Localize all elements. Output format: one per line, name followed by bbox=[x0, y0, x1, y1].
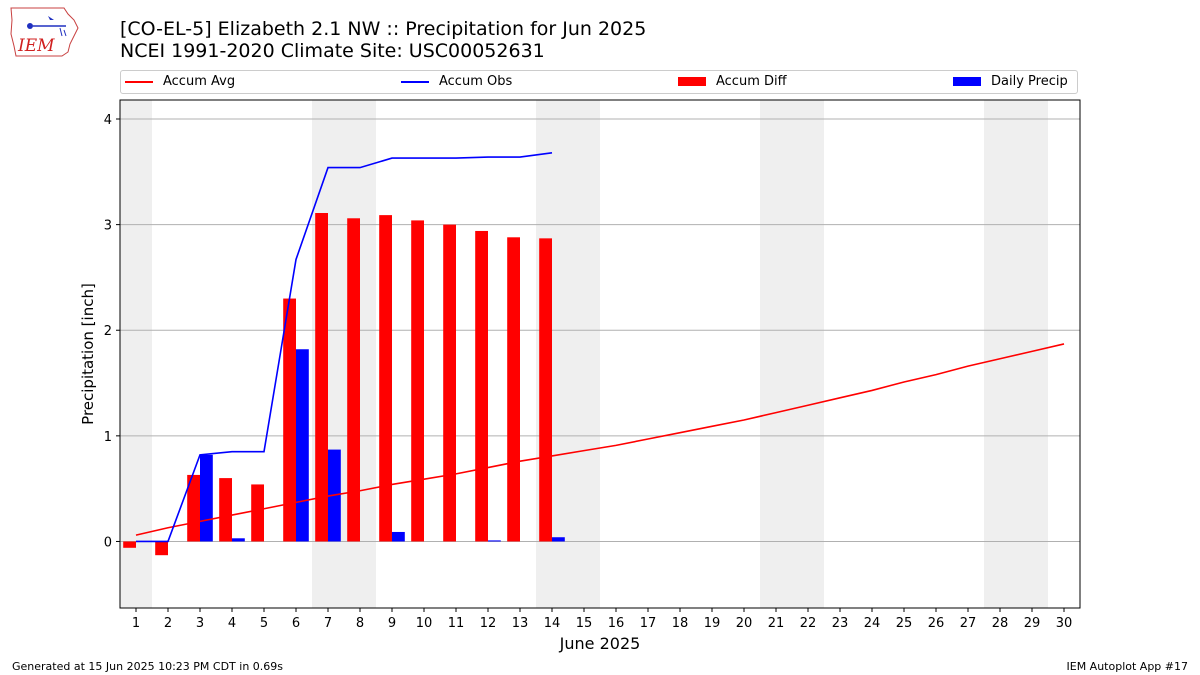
accum-diff-bar-9 bbox=[379, 215, 392, 542]
x-tick-label-2: 2 bbox=[164, 616, 172, 631]
legend-swatch-accum-diff bbox=[678, 77, 706, 86]
legend-label-accum-obs: Accum Obs bbox=[439, 74, 513, 89]
daily-precip-bar-14 bbox=[552, 537, 565, 542]
accum-diff-bar-4 bbox=[219, 478, 232, 542]
x-tick-label-7: 7 bbox=[324, 616, 332, 631]
x-axis-label: June 2025 bbox=[559, 634, 641, 653]
accum-diff-bar-3 bbox=[187, 474, 200, 542]
x-tick-label-21: 21 bbox=[768, 616, 785, 631]
x-tick-label-13: 13 bbox=[512, 616, 529, 631]
y-tick-label-3: 3 bbox=[104, 219, 112, 234]
legend-item-accum-obs: Accum Obs bbox=[401, 74, 512, 89]
legend-item-daily-precip: Daily Precip bbox=[953, 74, 1068, 89]
daily-precip-bar-4 bbox=[232, 538, 245, 542]
x-tick-label-12: 12 bbox=[480, 616, 497, 631]
accum-diff-bar-12 bbox=[475, 230, 488, 542]
x-tick-label-20: 20 bbox=[736, 616, 753, 631]
x-tick-label-1: 1 bbox=[132, 616, 140, 631]
x-tick-label-26: 26 bbox=[928, 616, 945, 631]
footer-generated-text: Generated at 15 Jun 2025 10:23 PM CDT in… bbox=[12, 660, 284, 673]
x-tick-label-18: 18 bbox=[672, 616, 689, 631]
x-tick-label-8: 8 bbox=[356, 616, 364, 631]
accum-diff-bar-2 bbox=[155, 541, 168, 556]
x-tick-label-5: 5 bbox=[260, 616, 268, 631]
daily-precip-bar-3 bbox=[200, 454, 213, 542]
accum-diff-bar-6 bbox=[283, 298, 296, 542]
x-tick-label-30: 30 bbox=[1056, 616, 1073, 631]
logo-text: IEM bbox=[17, 36, 55, 56]
weekend-shade-3 bbox=[760, 100, 824, 608]
x-tick-label-25: 25 bbox=[896, 616, 913, 631]
accum-diff-bar-1 bbox=[123, 541, 136, 548]
x-tick-label-14: 14 bbox=[544, 616, 561, 631]
legend-swatch-accum-avg bbox=[125, 80, 153, 83]
daily-precip-bar-9 bbox=[392, 531, 405, 542]
x-tick-label-10: 10 bbox=[416, 616, 433, 631]
x-tick-label-17: 17 bbox=[640, 616, 657, 631]
legend-label-daily-precip: Daily Precip bbox=[991, 74, 1068, 89]
x-tick-label-15: 15 bbox=[576, 616, 593, 631]
x-tick-label-22: 22 bbox=[800, 616, 817, 631]
legend-swatch-daily-precip bbox=[953, 77, 981, 86]
legend-item-accum-diff: Accum Diff bbox=[678, 74, 787, 89]
accum-diff-bar-8 bbox=[347, 218, 360, 542]
x-tick-label-16: 16 bbox=[608, 616, 625, 631]
weekend-shade-0 bbox=[120, 100, 152, 608]
x-tick-label-3: 3 bbox=[196, 616, 204, 631]
x-tick-label-27: 27 bbox=[960, 616, 977, 631]
y-tick-label-1: 1 bbox=[104, 430, 112, 445]
daily-precip-bar-6 bbox=[296, 349, 309, 542]
accum-avg-line bbox=[135, 343, 1065, 536]
daily-precip-bar-12 bbox=[488, 540, 501, 542]
chart-subtitle: NCEI 1991-2020 Climate Site: USC00052631 bbox=[120, 40, 545, 62]
footer-app-text: IEM Autoplot App #17 bbox=[1066, 660, 1189, 673]
legend: Accum Avg Accum Obs Accum Diff Daily Pre… bbox=[120, 70, 1078, 94]
x-tick-label-6: 6 bbox=[292, 616, 300, 631]
legend-label-accum-diff: Accum Diff bbox=[716, 74, 787, 89]
x-tick-label-19: 19 bbox=[704, 616, 721, 631]
accum-diff-bar-10 bbox=[411, 220, 424, 542]
x-tick-label-24: 24 bbox=[864, 616, 881, 631]
plot-frame bbox=[119, 99, 1081, 609]
x-tick-label-11: 11 bbox=[448, 616, 465, 631]
accum-diff-bar-7 bbox=[315, 213, 328, 542]
accum-diff-bar-11 bbox=[443, 224, 456, 542]
chart-title: [CO-EL-5] Elizabeth 2.1 NW :: Precipitat… bbox=[120, 18, 647, 40]
legend-swatch-accum-obs bbox=[401, 80, 429, 83]
legend-item-accum-avg: Accum Avg bbox=[125, 74, 235, 89]
weekend-shade-4 bbox=[984, 100, 1048, 608]
x-tick-label-9: 9 bbox=[388, 616, 396, 631]
y-axis-label: Precipitation [inch] bbox=[79, 283, 97, 425]
accum-obs-line bbox=[136, 152, 553, 543]
x-tick-label-23: 23 bbox=[832, 616, 849, 631]
y-tick-label-4: 4 bbox=[104, 113, 112, 128]
y-tick-label-0: 0 bbox=[104, 535, 112, 550]
y-tick-label-2: 2 bbox=[104, 324, 112, 339]
x-tick-label-4: 4 bbox=[228, 616, 236, 631]
accum-diff-bar-13 bbox=[507, 237, 520, 542]
legend-label-accum-avg: Accum Avg bbox=[163, 74, 236, 89]
iem-logo-icon: IEM bbox=[10, 7, 79, 57]
x-tick-label-28: 28 bbox=[992, 616, 1009, 631]
x-tick-label-29: 29 bbox=[1024, 616, 1041, 631]
iowa-outline-icon bbox=[10, 7, 79, 57]
accum-diff-bar-5 bbox=[251, 484, 264, 542]
accum-diff-bar-14 bbox=[539, 238, 552, 542]
